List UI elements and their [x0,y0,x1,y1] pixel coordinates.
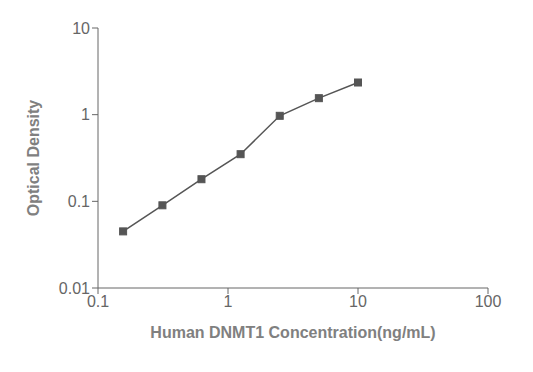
svg-text:Optical Density: Optical Density [25,100,42,217]
svg-text:0.1: 0.1 [87,293,109,310]
svg-text:100: 100 [475,293,502,310]
svg-text:0.01: 0.01 [59,280,90,297]
svg-text:Human DNMT1 Concentration(ng/m: Human DNMT1 Concentration(ng/mL) [150,324,435,341]
svg-text:10: 10 [72,20,90,37]
svg-text:10: 10 [349,293,367,310]
svg-text:0.1: 0.1 [68,193,90,210]
svg-text:1: 1 [81,106,90,123]
svg-text:1: 1 [224,293,233,310]
